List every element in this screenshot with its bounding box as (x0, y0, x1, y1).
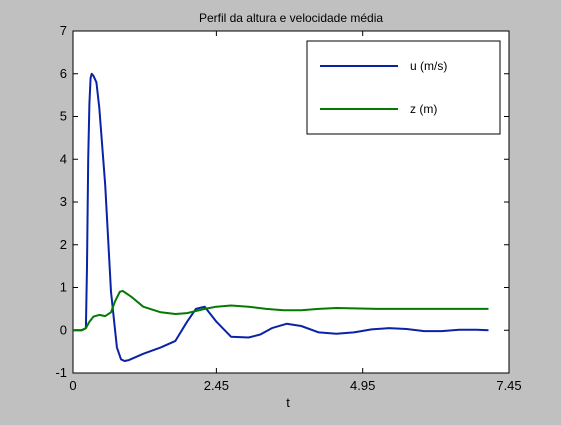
legend: u (m/s) z (m) (306, 40, 501, 135)
x-axis-label: t (286, 395, 290, 410)
y-tick-label: 0 (60, 322, 67, 337)
y-tick-label: 5 (60, 109, 67, 124)
y-tick-label: 1 (60, 280, 67, 295)
y-axis-ticks: -1 0 1 2 3 4 5 6 7 (55, 23, 509, 380)
y-tick-label: 4 (60, 151, 67, 166)
x-axis-ticks: 0 2.45 4.95 7.45 (69, 31, 522, 393)
y-tick-label: 2 (60, 237, 67, 252)
x-tick-label: 2.45 (204, 378, 229, 393)
y-tick-label: 3 (60, 194, 67, 209)
chart-title: Perfil da altura e velocidade média (199, 11, 383, 25)
legend-label-z: z (m) (410, 102, 437, 116)
series-line-z (73, 289, 489, 332)
y-tick-label: 7 (60, 23, 67, 38)
series-line-u (73, 72, 489, 362)
y-tick-label: 6 (60, 66, 67, 81)
series-layer (73, 72, 489, 362)
legend-label-u: u (m/s) (410, 59, 447, 73)
y-tick-label: -1 (55, 365, 67, 380)
x-tick-label: 0 (69, 378, 76, 393)
x-tick-label: 7.45 (496, 378, 521, 393)
legend-box (306, 40, 501, 135)
x-tick-label: 4.95 (350, 378, 375, 393)
